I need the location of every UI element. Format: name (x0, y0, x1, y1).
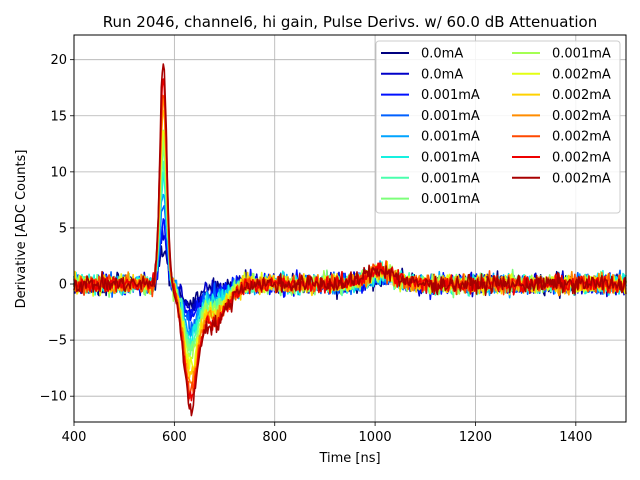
y-axis-label: Derivative [ADC Counts] (14, 150, 29, 309)
y-axis: −10 −5 0 5 10 15 20 (40, 53, 74, 405)
legend-label: 0.001mA (421, 109, 480, 124)
legend-entry: 0.001mA (381, 171, 480, 186)
x-tick-label: 1000 (359, 430, 392, 445)
legend-entry: 0.001mA (381, 151, 480, 166)
legend-label: 0.001mA (421, 171, 480, 186)
legend-entry: 0.002mA (512, 151, 611, 166)
legend-label: 0.001mA (421, 130, 480, 145)
y-tick-label: 20 (50, 53, 67, 68)
x-tick-label: 1400 (559, 430, 592, 445)
legend-entry: 0.002mA (512, 171, 611, 186)
legend-entry: 0.002mA (512, 67, 611, 82)
legend-label: 0.001mA (421, 88, 480, 103)
y-tick-label: 5 (59, 221, 67, 236)
legend-label: 0.001mA (421, 151, 480, 166)
x-axis-label: Time [ns] (318, 451, 380, 466)
y-tick-label: 0 (59, 278, 67, 293)
x-tick-label: 800 (262, 430, 287, 445)
chart-title: Run 2046, channel6, hi gain, Pulse Deriv… (103, 13, 597, 31)
x-axis: 400 600 800 1000 1200 1400 (62, 422, 592, 445)
legend-label: 0.002mA (552, 88, 611, 103)
legend-box (375, 40, 621, 214)
legend-label: 0.0mA (421, 67, 463, 82)
legend-label: 0.002mA (552, 109, 611, 124)
series-line (73, 63, 627, 417)
legend-entry: 0.0mA (381, 67, 463, 82)
x-tick-label: 400 (62, 430, 87, 445)
legend-label: 0.001mA (421, 192, 480, 207)
legend-entry: 0.001mA (381, 88, 480, 103)
legend: 0.0mA 0.0mA 0.001mA 0.001mA 0.001mA 0.001mA 0.… (375, 40, 621, 214)
legend-entry: 0.002mA (512, 88, 611, 103)
legend-entry: 0.001mA (381, 192, 480, 207)
legend-label: 0.002mA (552, 67, 611, 82)
legend-entry: 0.001mA (381, 109, 480, 124)
series-layer (73, 63, 627, 417)
y-tick-label: −5 (48, 334, 67, 349)
x-tick-label: 600 (162, 430, 187, 445)
legend-entry: 0.002mA (512, 109, 611, 124)
legend-entry: 0.002mA (512, 130, 611, 145)
legend-label: 0.001mA (552, 47, 611, 62)
x-tick-label: 1200 (459, 430, 492, 445)
legend-entry: 0.0mA (381, 47, 463, 62)
y-tick-label: 10 (50, 165, 67, 180)
legend-label: 0.002mA (552, 171, 611, 186)
legend-entry: 0.001mA (381, 130, 480, 145)
y-tick-label: −10 (40, 390, 67, 405)
legend-entry: 0.001mA (512, 47, 611, 62)
legend-label: 0.002mA (552, 130, 611, 145)
plot-frame (73, 34, 627, 423)
y-tick-label: 15 (50, 109, 67, 124)
legend-label: 0.002mA (552, 151, 611, 166)
legend-label: 0.0mA (421, 47, 463, 62)
